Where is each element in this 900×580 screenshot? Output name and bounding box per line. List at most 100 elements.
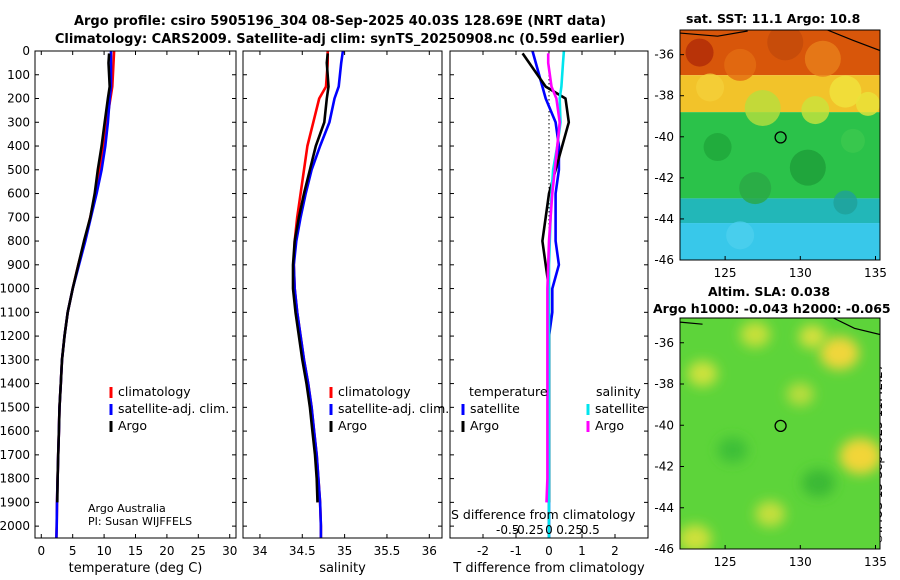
sst-texture-patch xyxy=(739,172,772,205)
figure-title-line-2: Climatology: CARS2009. Satellite-adj cli… xyxy=(54,32,626,47)
y-tick-label: 300 xyxy=(7,115,30,129)
sst-map-field xyxy=(680,30,880,260)
x-tick-label: 125 xyxy=(714,266,737,280)
argo-position-marker xyxy=(774,131,787,144)
y-tick-label: -38 xyxy=(654,377,674,391)
s-tick-label: 0 xyxy=(545,523,553,537)
y-tick-label: 1000 xyxy=(0,282,30,296)
sla-anomaly-blob xyxy=(819,336,859,370)
coastline xyxy=(680,321,703,325)
x-tick-label: 35.5 xyxy=(374,544,401,558)
sla-anomaly-blob xyxy=(755,501,786,527)
x-tick-label: 1 xyxy=(578,544,586,558)
x-axis-label: salinity xyxy=(319,561,366,576)
salinity-profile-series xyxy=(291,51,345,538)
temperature-profile-panel: 0 5 10 15 20 25 300100200300400500600700800900… xyxy=(0,44,237,576)
x-tick-label: 2 xyxy=(611,544,619,558)
legend-label: satellite xyxy=(595,401,645,416)
x-tick-label: 30 xyxy=(222,544,237,558)
sst-map-panel: 125 130 135 -36 -38 -40 -42 -44 -46 xyxy=(654,29,887,280)
y-tick-label: 400 xyxy=(7,139,30,153)
y-tick-label: 500 xyxy=(7,163,30,177)
legend-label: Argo xyxy=(595,418,624,433)
difference-panel: -2 -1 0 1 2 T difference from climatology S di… xyxy=(449,50,649,576)
x-tick-label: 0 xyxy=(37,544,45,558)
s-tick-label: -0.25 xyxy=(513,523,544,537)
sst-texture-patch xyxy=(685,38,714,67)
legend-header-salinity: salinity xyxy=(596,384,641,399)
sst-texture-patch xyxy=(789,149,826,186)
x-tick-label: 5 xyxy=(69,544,77,558)
attribution-line-1: Argo Australia xyxy=(88,502,166,515)
x-tick-label: 10 xyxy=(96,544,111,558)
x-tick-label: 130 xyxy=(789,555,812,569)
difference-series xyxy=(521,51,571,538)
y-tick-label: 800 xyxy=(7,234,30,248)
legend-label: climatology xyxy=(338,384,411,399)
legend-label: satellite xyxy=(470,401,520,416)
sst-color-band xyxy=(680,223,880,260)
y-tick-label: 600 xyxy=(7,187,30,201)
axes-box xyxy=(242,50,443,539)
sla-map-panel: 125 130 135 -36 -38 -40 -42 -44 -46 xyxy=(654,317,887,569)
series-line-t-argo xyxy=(521,52,571,503)
figure-title-line-1: Argo profile: csiro 5905196_304 08-Sep-2… xyxy=(73,14,607,29)
sla-map-title-line-2: Argo h1000: -0.043 h2000: -0.065 xyxy=(653,301,891,316)
legend-label: satellite-adj. clim. xyxy=(118,401,229,416)
y-tick-label: -42 xyxy=(654,171,674,185)
sst-texture-patch xyxy=(767,30,804,61)
x-tick-label: -1 xyxy=(510,544,522,558)
y-tick-label: -38 xyxy=(654,89,674,103)
y-tick-label: -44 xyxy=(654,501,674,515)
sla-anomaly-blob xyxy=(740,321,771,348)
x-tick-label: 34 xyxy=(252,544,267,558)
coastline xyxy=(827,30,880,52)
sst-texture-patch xyxy=(724,48,757,81)
sla-anomaly-blob xyxy=(839,438,880,475)
sst-texture-patch xyxy=(829,75,862,108)
y-tick-label: 200 xyxy=(7,92,30,106)
x-tick-label: 0 xyxy=(545,544,553,558)
x-tick-label: 135 xyxy=(864,266,887,280)
x-tick-label: 125 xyxy=(714,555,737,569)
y-tick-label: -44 xyxy=(654,212,674,226)
x-axis-label: T difference from climatology xyxy=(452,561,645,576)
x-tick-label: 15 xyxy=(128,544,143,558)
y-tick-label: 1700 xyxy=(0,448,30,462)
y-tick-label: 1900 xyxy=(0,495,30,509)
x-tick-label: 36 xyxy=(422,544,437,558)
sst-texture-patch xyxy=(801,96,830,125)
sla-anomaly-blob xyxy=(717,437,748,463)
y-tick-label: 1800 xyxy=(0,472,30,486)
x-axis-label: temperature (deg C) xyxy=(69,561,203,576)
sst-texture-patch xyxy=(703,133,732,162)
legend-label: Argo xyxy=(118,418,147,433)
sst-texture-patch xyxy=(804,40,841,77)
series-line-satellite-adj-clim- xyxy=(292,51,345,538)
legend-header-temperature: temperature xyxy=(469,384,548,399)
axes-box xyxy=(449,50,649,539)
s-axis-label: S difference from climatology xyxy=(451,507,636,522)
argo-position-marker xyxy=(774,419,787,433)
legend-label: Argo xyxy=(338,418,367,433)
x-tick-label: 20 xyxy=(159,544,174,558)
attribution-line-2: PI: Susan WIJFFELS xyxy=(88,515,192,528)
y-tick-label: -40 xyxy=(654,130,674,144)
series-line-argo xyxy=(291,53,330,503)
sla-anomaly-blob xyxy=(687,360,718,387)
y-tick-label: 1200 xyxy=(0,329,30,343)
sla-map-field xyxy=(680,318,880,549)
sst-texture-patch xyxy=(696,73,725,102)
legend-label: Argo xyxy=(470,418,499,433)
sla-anomaly-blob xyxy=(798,325,826,349)
series-line-t-satellite xyxy=(531,51,561,538)
y-tick-label: -36 xyxy=(654,48,674,62)
y-tick-label: 1100 xyxy=(0,305,30,319)
x-tick-label: 25 xyxy=(191,544,206,558)
s-tick-label: -0.5 xyxy=(496,523,519,537)
x-tick-label: 35 xyxy=(337,544,352,558)
sst-texture-patch xyxy=(726,221,755,250)
s-tick-label: 0.25 xyxy=(556,523,583,537)
series-line-argo xyxy=(56,53,111,503)
